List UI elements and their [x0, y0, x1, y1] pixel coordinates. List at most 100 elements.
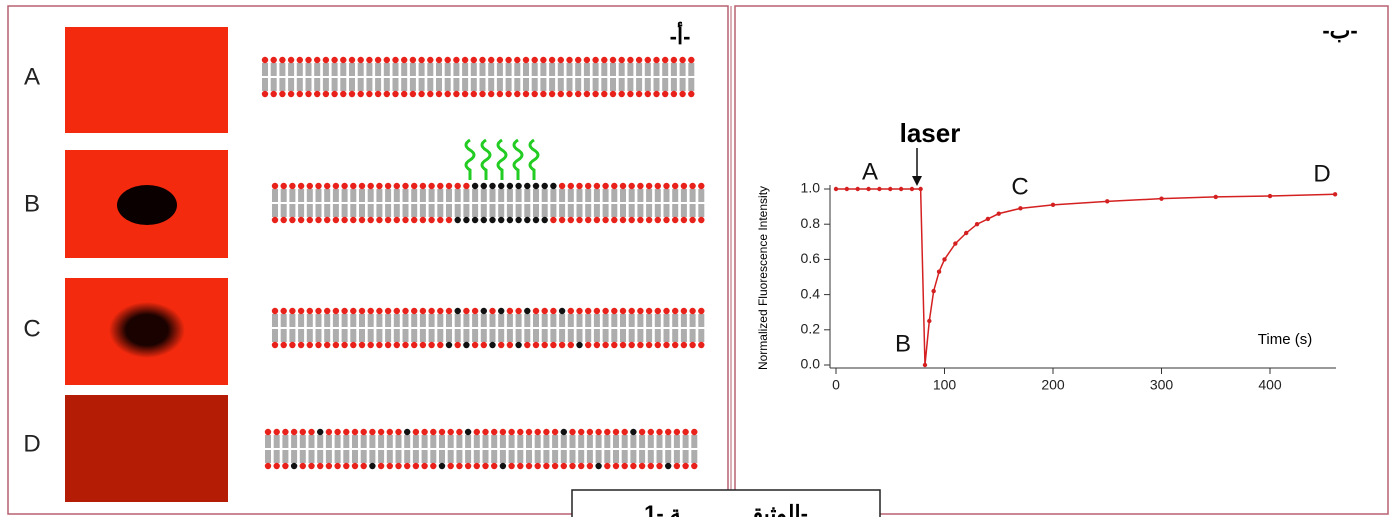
head — [611, 183, 617, 189]
head — [532, 91, 538, 97]
tail — [619, 78, 625, 91]
tail — [523, 63, 529, 76]
head — [350, 308, 356, 314]
tail — [314, 78, 320, 91]
tail — [611, 189, 617, 202]
tail — [622, 450, 628, 463]
head — [524, 217, 530, 223]
head — [584, 57, 590, 63]
tail — [262, 78, 268, 91]
head — [300, 429, 306, 435]
tail — [323, 63, 329, 76]
tail — [550, 204, 556, 217]
tail — [611, 314, 617, 327]
tail — [385, 204, 391, 217]
head — [481, 308, 487, 314]
tail — [533, 329, 539, 342]
head — [549, 57, 555, 63]
head — [404, 429, 410, 435]
head — [543, 429, 549, 435]
panel-a-label: -أ- — [670, 21, 691, 49]
head — [489, 217, 495, 223]
head — [500, 429, 506, 435]
tail — [396, 450, 402, 463]
head — [639, 429, 645, 435]
head — [341, 183, 347, 189]
head — [611, 217, 617, 223]
tail — [289, 204, 295, 217]
tail — [317, 435, 323, 448]
tail — [498, 204, 504, 217]
head — [620, 342, 626, 348]
head — [411, 308, 417, 314]
tail — [594, 189, 600, 202]
tail — [575, 63, 581, 76]
tail — [385, 314, 391, 327]
tail — [393, 63, 399, 76]
tail — [543, 450, 549, 463]
tail — [646, 189, 652, 202]
tail — [350, 189, 356, 202]
head — [672, 308, 678, 314]
tail — [672, 189, 678, 202]
head — [613, 429, 619, 435]
head — [689, 217, 695, 223]
data-point — [845, 187, 849, 191]
data-point — [834, 187, 838, 191]
head — [500, 463, 506, 469]
data-point — [1051, 203, 1055, 207]
tail — [552, 450, 558, 463]
head — [497, 91, 503, 97]
head — [420, 308, 426, 314]
head — [566, 91, 572, 97]
tail — [289, 314, 295, 327]
tail — [646, 314, 652, 327]
head — [375, 57, 381, 63]
tail — [342, 189, 348, 202]
tail — [297, 63, 303, 76]
head — [308, 429, 314, 435]
head — [620, 217, 626, 223]
head — [392, 91, 398, 97]
tail — [455, 189, 461, 202]
head — [568, 183, 574, 189]
tail — [526, 450, 532, 463]
head — [326, 463, 332, 469]
tail — [359, 329, 365, 342]
tail — [516, 204, 522, 217]
head — [394, 183, 400, 189]
tail — [558, 63, 564, 76]
head — [262, 91, 268, 97]
tail — [427, 78, 433, 91]
tail — [603, 204, 609, 217]
tail — [352, 435, 358, 448]
head — [559, 217, 565, 223]
head — [350, 183, 356, 189]
tail — [430, 450, 436, 463]
tail — [376, 189, 382, 202]
head — [402, 342, 408, 348]
head — [674, 463, 680, 469]
head — [281, 183, 287, 189]
tail — [637, 314, 643, 327]
head — [445, 57, 451, 63]
head — [594, 217, 600, 223]
tail — [396, 435, 402, 448]
tail — [455, 329, 461, 342]
tail — [585, 204, 591, 217]
tail — [332, 63, 338, 76]
head — [472, 183, 478, 189]
tail — [517, 450, 523, 463]
head — [421, 429, 427, 435]
head — [566, 57, 572, 63]
tail — [437, 204, 443, 217]
head — [289, 183, 295, 189]
tail — [664, 189, 670, 202]
tail — [533, 204, 539, 217]
data-point — [1268, 194, 1272, 198]
head — [508, 463, 514, 469]
head — [333, 217, 339, 223]
tail — [427, 63, 433, 76]
tail — [474, 435, 480, 448]
tail — [524, 204, 530, 217]
